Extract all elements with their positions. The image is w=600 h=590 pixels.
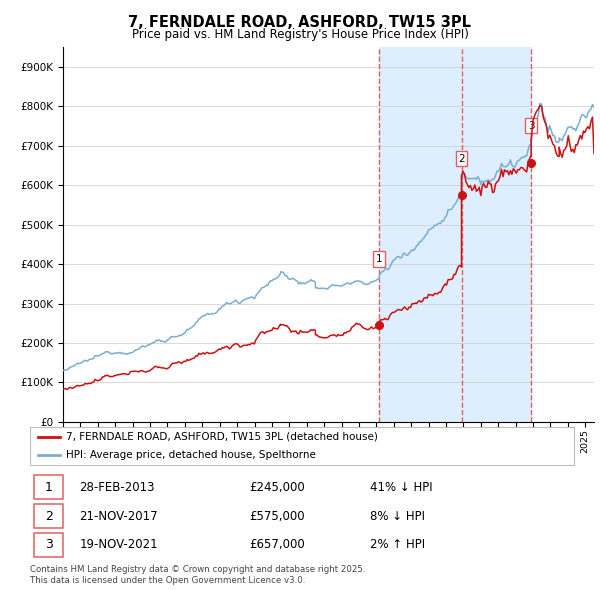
Text: 3: 3 [528, 121, 535, 131]
FancyBboxPatch shape [34, 504, 63, 528]
Text: 21-NOV-2017: 21-NOV-2017 [79, 510, 158, 523]
Text: Price paid vs. HM Land Registry's House Price Index (HPI): Price paid vs. HM Land Registry's House … [131, 28, 469, 41]
Text: Contains HM Land Registry data © Crown copyright and database right 2025.
This d: Contains HM Land Registry data © Crown c… [30, 565, 365, 585]
Bar [379, 47, 461, 422]
FancyBboxPatch shape [34, 533, 63, 557]
Text: 1: 1 [45, 481, 53, 494]
Text: 1: 1 [376, 254, 382, 264]
Text: HPI: Average price, detached house, Spelthorne: HPI: Average price, detached house, Spel… [65, 450, 316, 460]
Text: 7, FERNDALE ROAD, ASHFORD, TW15 3PL (detached house): 7, FERNDALE ROAD, ASHFORD, TW15 3PL (det… [65, 432, 377, 442]
Text: £245,000: £245,000 [250, 481, 305, 494]
Text: £575,000: £575,000 [250, 510, 305, 523]
Bar [461, 47, 531, 422]
Text: 8% ↓ HPI: 8% ↓ HPI [370, 510, 425, 523]
Text: 2% ↑ HPI: 2% ↑ HPI [370, 539, 425, 552]
FancyBboxPatch shape [34, 476, 63, 499]
Text: 19-NOV-2021: 19-NOV-2021 [79, 539, 158, 552]
Text: 41% ↓ HPI: 41% ↓ HPI [370, 481, 433, 494]
Text: 28-FEB-2013: 28-FEB-2013 [79, 481, 155, 494]
Text: 3: 3 [45, 539, 53, 552]
Text: 2: 2 [45, 510, 53, 523]
Text: 7, FERNDALE ROAD, ASHFORD, TW15 3PL: 7, FERNDALE ROAD, ASHFORD, TW15 3PL [128, 15, 472, 30]
Text: 2: 2 [458, 153, 465, 163]
Text: £657,000: £657,000 [250, 539, 305, 552]
FancyBboxPatch shape [30, 427, 574, 466]
